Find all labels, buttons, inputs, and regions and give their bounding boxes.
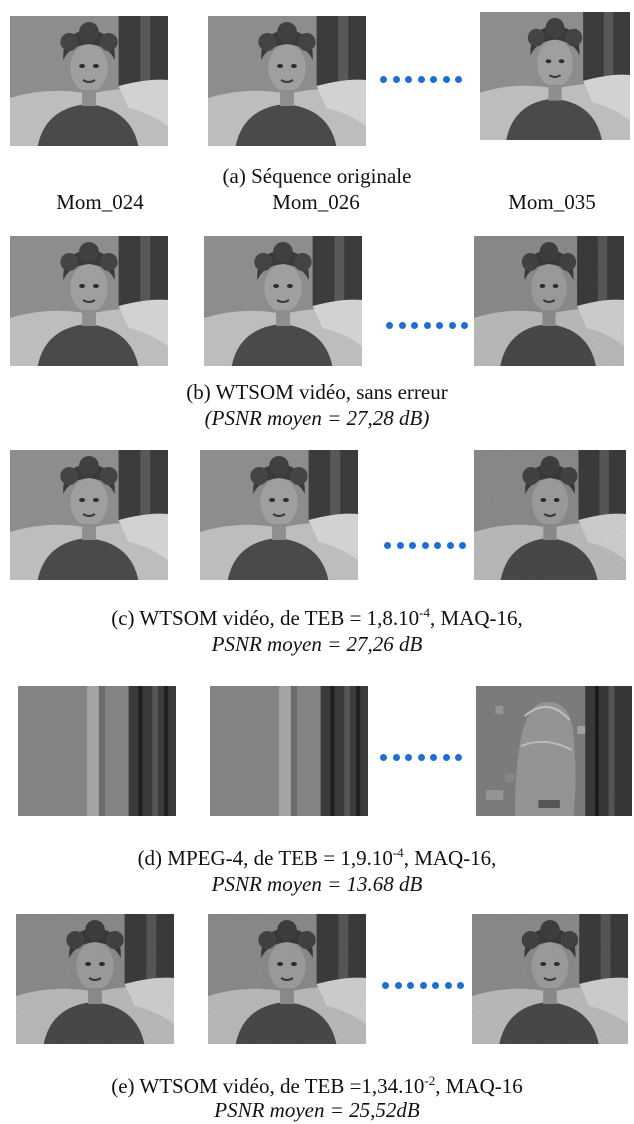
frame-e-2	[208, 914, 366, 1044]
frame-b-2	[204, 236, 362, 366]
frame-d-1	[18, 686, 176, 816]
ellipsis-dots-c	[384, 540, 466, 550]
frame-c-2	[200, 450, 358, 580]
frame-d-3	[476, 686, 632, 816]
caption-b: (b) WTSOM vidéo, sans erreur	[186, 380, 448, 404]
ellipsis-dots-b	[386, 320, 468, 330]
frame-a-3	[480, 12, 630, 140]
psnr-d: PSNR moyen = 13.68 dB	[211, 872, 423, 896]
psnr-b: (PSNR moyen = 27,28 dB)	[204, 406, 430, 430]
frame-label-1: Mom_024	[56, 190, 144, 214]
ellipsis-dots-e	[382, 980, 464, 990]
frame-b-3	[474, 236, 624, 366]
ellipsis-dots-a	[380, 74, 462, 84]
frame-e-3	[472, 914, 628, 1044]
frame-c-3	[474, 450, 626, 580]
caption-d: (d) MPEG-4, de TEB = 1,9.10-4, MAQ-16,	[137, 845, 497, 870]
frame-label-2: Mom_026	[272, 190, 360, 214]
psnr-c: PSNR moyen = 27,26 dB	[211, 632, 423, 656]
caption-c: (c) WTSOM vidéo, de TEB = 1,8.10-4, MAQ-…	[111, 605, 523, 630]
psnr-e: PSNR moyen = 25,52dB	[214, 1098, 420, 1122]
frame-a-1	[10, 16, 168, 146]
frame-label-3: Mom_035	[508, 190, 596, 214]
frame-e-1	[16, 914, 174, 1044]
frame-c-1	[10, 450, 168, 580]
frame-b-1	[10, 236, 168, 366]
frame-a-2	[208, 16, 366, 146]
ellipsis-dots-d	[380, 752, 462, 762]
caption-e: (e) WTSOM vidéo, de TEB =1,34.10-2, MAQ-…	[111, 1073, 523, 1098]
caption-a: (a) Séquence originale	[222, 164, 412, 188]
frame-d-2	[210, 686, 368, 816]
